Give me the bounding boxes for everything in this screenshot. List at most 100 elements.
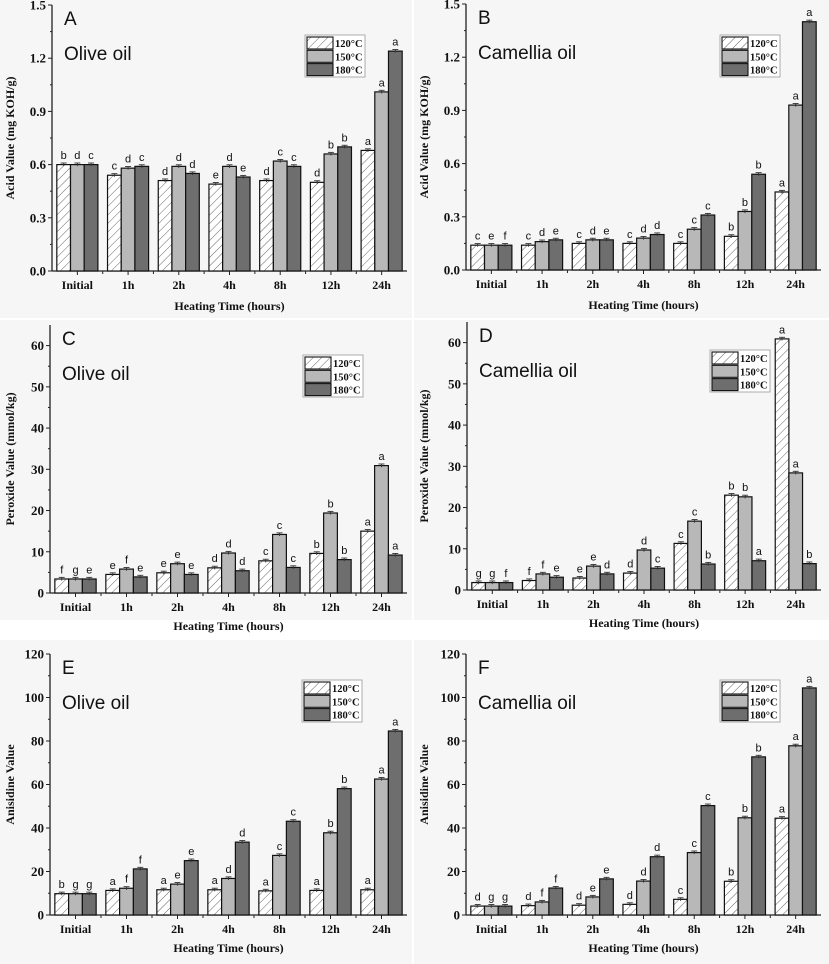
significance-letter: g: [488, 892, 494, 904]
significance-letter: a: [793, 90, 800, 102]
bar-120C-Initial: [54, 578, 70, 594]
significance-letter: e: [577, 563, 583, 575]
panel-title: Olive oil: [64, 44, 132, 65]
x-tick-label: 4h: [222, 922, 235, 936]
significance-letter: e: [240, 162, 246, 174]
significance-letter: c: [692, 507, 698, 519]
y-tick-label: 60: [31, 338, 44, 353]
significance-letter: e: [174, 870, 180, 882]
bar-180C-1h: [134, 165, 150, 272]
y-tick-label: 0.3: [30, 210, 47, 225]
significance-letter: a: [392, 37, 399, 49]
significance-letter: f: [554, 873, 558, 885]
bar-120C-12h: [723, 880, 739, 916]
x-tick-label: 2h: [586, 922, 599, 936]
legend-label: 120°C: [335, 39, 363, 50]
x-tick-label: 12h: [322, 278, 341, 292]
legend: 120°C 150°C 180°C: [302, 354, 364, 398]
significance-letter: c: [691, 838, 697, 850]
bar-150C-24h: [374, 778, 389, 916]
legend-swatch: [711, 351, 739, 365]
bar-150C-24h: [788, 745, 804, 916]
bar-120C-12h: [309, 552, 325, 594]
bar-150C-4h: [636, 880, 651, 916]
x-tick-label: Initial: [477, 597, 509, 611]
bar-180C-12h: [751, 173, 767, 271]
significance-letter: b: [327, 818, 333, 830]
bar-120C-4h: [207, 889, 223, 916]
legend-label: 180°C: [332, 711, 360, 722]
legend-swatch: [721, 36, 749, 50]
y-tick-label: 0: [454, 908, 461, 923]
significance-letter: a: [392, 716, 399, 728]
bar-180C-1h: [548, 239, 564, 271]
significance-letter: d: [239, 828, 245, 840]
panel-letter: F: [478, 658, 490, 679]
bar-120C-2h: [156, 572, 172, 594]
significance-letter: c: [678, 529, 684, 541]
significance-letter: e: [188, 560, 194, 572]
y-tick-label: 40: [447, 821, 460, 836]
bar-120C-2h: [156, 889, 172, 916]
bar-150C-12h: [737, 817, 753, 916]
significance-letter: e: [488, 231, 494, 243]
x-tick-label: 4h: [223, 278, 236, 292]
bar-180C-Initial: [497, 244, 513, 271]
bar-120C-4h: [622, 242, 638, 271]
bar-180C-4h: [234, 841, 250, 916]
legend-label: 120°C: [332, 684, 360, 695]
significance-letter: f: [541, 559, 545, 571]
bar-180C-1h: [549, 576, 564, 591]
legend: 120°C 150°C 180°C: [719, 34, 781, 78]
significance-letter: g: [72, 879, 78, 891]
legend-label: 180°C: [750, 66, 778, 77]
bar-180C-8h: [700, 804, 716, 916]
bar-150C-2h: [170, 563, 185, 594]
x-tick-label: Initial: [60, 600, 92, 614]
significance-letter: b: [705, 549, 711, 561]
significance-letter: b: [756, 160, 762, 172]
x-tick-label: 1h: [536, 277, 549, 291]
legend: 120°C 150°C 180°C: [304, 34, 366, 78]
panel-letter: D: [479, 326, 493, 347]
significance-letter: d: [604, 559, 610, 571]
panel-letter: C: [62, 329, 76, 350]
panel-title: Olive oil: [62, 693, 130, 714]
x-tick-label: Initial: [476, 277, 508, 291]
y-tick-label: 0.0: [30, 264, 46, 279]
x-tick-label: 4h: [222, 600, 235, 614]
bar-180C-8h: [285, 566, 301, 594]
y-tick-label: 60: [447, 777, 460, 792]
significance-letter: f: [139, 854, 143, 866]
legend-label: 180°C: [750, 711, 778, 722]
y-axis-label: Anisidine Value: [3, 744, 17, 825]
bar-180C-24h: [387, 730, 403, 916]
significance-letter: d: [525, 891, 531, 903]
bar-180C-2h: [183, 573, 199, 594]
y-axis-label: Acid Value (mg KOH/g): [3, 76, 17, 199]
significance-letter: c: [705, 791, 711, 803]
x-tick-label: 8h: [274, 278, 287, 292]
y-tick-label: 120: [25, 647, 45, 662]
significance-letter: d: [226, 152, 232, 164]
legend-label: 150°C: [332, 697, 360, 708]
significance-letter: g: [72, 564, 78, 576]
significance-letter: g: [502, 892, 508, 904]
significance-letter: a: [779, 324, 786, 336]
bar-180C-8h: [700, 563, 716, 591]
y-tick-label: 0: [455, 583, 462, 598]
bar-180C-12h: [336, 559, 352, 594]
bar-150C-4h: [221, 552, 236, 594]
bar-180C-2h: [599, 878, 614, 916]
significance-letter: g: [86, 879, 92, 891]
significance-letter: a: [314, 876, 321, 888]
legend-label: 150°C: [333, 372, 361, 383]
significance-letter: d: [475, 892, 481, 904]
significance-letter: e: [174, 549, 180, 561]
significance-letter: b: [728, 481, 734, 493]
significance-letter: e: [553, 225, 559, 237]
bar-150C-24h: [788, 472, 804, 591]
legend-swatch: [306, 63, 334, 77]
bar-150C-2h: [585, 896, 601, 916]
x-axis-label: Heating Time (hours): [589, 616, 699, 630]
